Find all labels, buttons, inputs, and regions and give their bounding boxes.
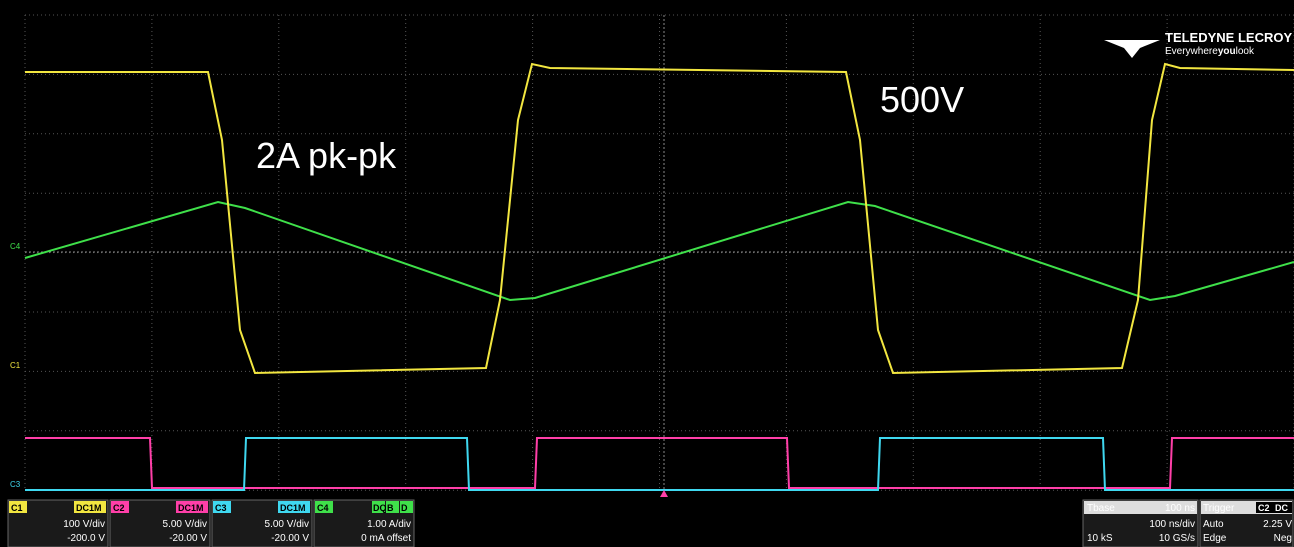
- badge-text: DQ: [373, 503, 387, 513]
- timebase-scale: 100 ns/div: [1149, 519, 1195, 530]
- offset: 0 mA offset: [361, 533, 411, 544]
- channel-marker: C3: [10, 480, 21, 489]
- channel-name: C2: [113, 503, 125, 513]
- coupling: DC1M: [178, 503, 204, 513]
- trigger-source: C2: [1258, 503, 1270, 513]
- background: [0, 0, 1294, 547]
- coupling: DC1M: [76, 503, 102, 513]
- channel-name: C3: [215, 503, 227, 513]
- timebase-samples: 10 kS: [1087, 533, 1113, 544]
- scope-screen: 2A pk-pk 500V TELEDYNE LECROY Everywhere…: [0, 0, 1294, 547]
- offset: -20.00 V: [169, 533, 207, 544]
- trigger-type: Edge: [1203, 533, 1227, 544]
- trigger-mode: Auto: [1203, 519, 1224, 530]
- trigger-coupling: DC: [1275, 503, 1288, 513]
- logo-tagline: Everywhereyoulook: [1165, 46, 1255, 57]
- tagline: look: [1236, 46, 1255, 57]
- channel-name: C4: [317, 503, 329, 513]
- scale: 100 V/div: [63, 519, 105, 530]
- timebase-delay: 100 ns: [1165, 503, 1195, 514]
- channel-name: C1: [11, 503, 23, 513]
- scale: 5.00 V/div: [163, 519, 207, 530]
- scale: 5.00 V/div: [265, 519, 309, 530]
- trigger-slope: Neg: [1274, 533, 1292, 544]
- scale: 1.00 A/div: [367, 519, 411, 530]
- logo-brand: TELEDYNE LECROY: [1165, 30, 1292, 45]
- trigger-label: Trigger: [1203, 503, 1235, 514]
- annotation: 2A pk-pk: [256, 135, 397, 176]
- timebase-label: Tbase: [1087, 503, 1115, 514]
- tagline: you: [1218, 46, 1236, 57]
- channel-marker: C1: [10, 361, 21, 370]
- badge-text: B: [387, 503, 394, 513]
- tagline: Everywhere: [1165, 46, 1218, 57]
- offset: -20.00 V: [271, 533, 309, 544]
- offset: -200.0 V: [67, 533, 105, 544]
- channel-marker: C4: [10, 242, 21, 251]
- trigger-level: 2.25 V: [1263, 519, 1292, 530]
- timebase-rate: 10 GS/s: [1159, 533, 1195, 544]
- coupling: DC1M: [280, 503, 306, 513]
- annotation: 500V: [880, 79, 964, 120]
- badge-text: D: [401, 503, 408, 513]
